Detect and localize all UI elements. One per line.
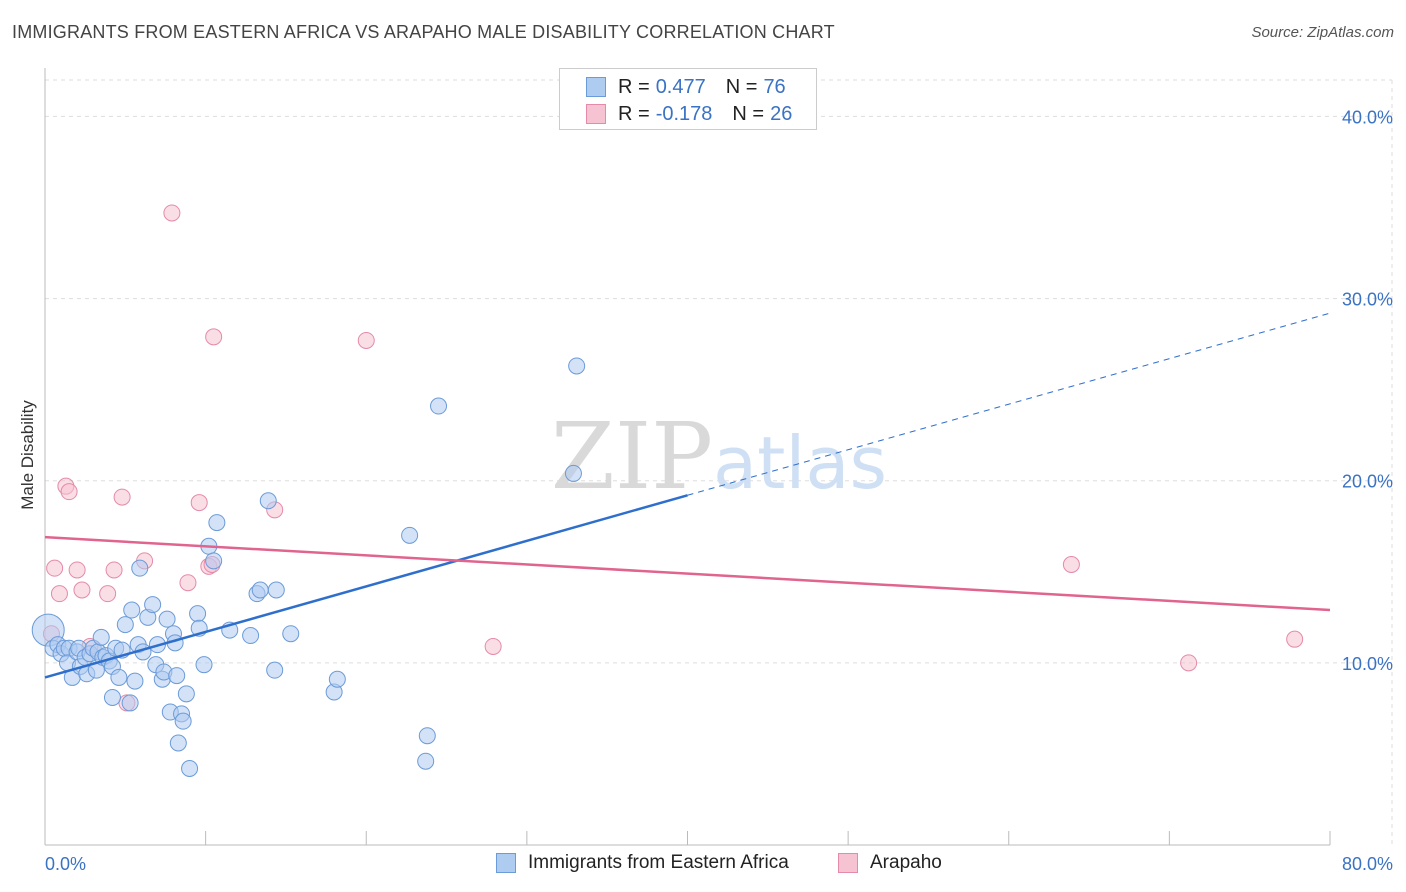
data-point-eastern-africa — [205, 552, 223, 570]
y-tick-label: 20.0% — [1342, 472, 1393, 492]
data-point-eastern-africa — [282, 625, 300, 643]
data-point-arapaho — [99, 585, 117, 603]
tick-labels: 10.0% 20.0% 30.0% 40.0% 0.0% 80.0% — [45, 107, 1393, 874]
y-tick-label: 10.0% — [1342, 654, 1393, 674]
legend-n-label: N = — [725, 75, 758, 98]
data-point-eastern-africa — [92, 628, 110, 646]
data-point-eastern-africa — [208, 514, 226, 532]
data-point-eastern-africa — [123, 601, 141, 619]
data-point-eastern-africa — [267, 581, 285, 599]
axes — [44, 68, 1331, 846]
data-point-eastern-africa — [564, 464, 582, 482]
legend-swatch-blue — [496, 853, 516, 873]
data-point-eastern-africa — [430, 397, 448, 415]
watermark-zip: ZIP — [551, 403, 713, 510]
x-tick-label-min: 0.0% — [45, 854, 86, 874]
legend-r-value: -0.178 — [655, 102, 713, 125]
data-point-eastern-africa — [131, 559, 149, 577]
data-point-eastern-africa — [242, 627, 260, 645]
legend-r-label: R = — [618, 75, 650, 98]
legend-item-arapaho[interactable]: Arapaho — [838, 852, 942, 874]
correlation-legend: R = 0.477 N = 76 R = -0.178 N = 26 — [559, 68, 817, 130]
data-point-arapaho — [484, 637, 502, 655]
chart-title: IMMIGRANTS FROM EASTERN AFRICA VS ARAPAH… — [12, 22, 835, 42]
legend-swatch-pink — [586, 104, 606, 124]
data-point-eastern-africa — [401, 526, 419, 544]
legend-item-eastern-africa[interactable]: Immigrants from Eastern Africa — [496, 852, 789, 874]
series-arapaho-points — [42, 204, 1304, 712]
watermark-atlas: atlas — [713, 421, 887, 505]
data-point-eastern-africa — [174, 712, 192, 730]
data-point-eastern-africa — [168, 667, 186, 685]
data-point-eastern-africa — [116, 616, 134, 634]
data-point-arapaho — [205, 328, 223, 346]
data-point-eastern-africa — [103, 688, 121, 706]
legend-swatch-blue — [586, 77, 606, 97]
data-point-eastern-africa — [328, 670, 346, 688]
legend-r-label: R = — [618, 102, 650, 125]
data-point-arapaho — [190, 494, 208, 512]
legend-row-eastern-africa: R = 0.477 N = 76 — [586, 75, 786, 99]
data-point-eastern-africa — [126, 672, 144, 690]
data-point-arapaho — [1180, 654, 1198, 672]
data-point-arapaho — [46, 559, 64, 577]
data-point-arapaho — [113, 488, 131, 506]
data-point-eastern-africa — [110, 668, 128, 686]
data-point-arapaho — [1062, 556, 1080, 573]
legend-r-value: 0.477 — [655, 75, 706, 98]
legend-n-value: 26 — [770, 102, 793, 125]
trend-lines — [44, 312, 1331, 679]
data-point-eastern-africa — [418, 727, 436, 745]
series-eastern-africa-points — [31, 357, 586, 777]
data-point-arapaho — [68, 561, 86, 579]
trend-line-eastern-africa — [44, 494, 688, 679]
data-point-eastern-africa — [158, 610, 176, 628]
data-point-arapaho — [60, 483, 78, 501]
data-point-eastern-africa — [121, 694, 139, 712]
source-label: Source: ZipAtlas.com — [1251, 24, 1394, 41]
data-point-arapaho — [163, 204, 181, 222]
data-point-eastern-africa — [195, 656, 213, 674]
data-point-eastern-africa — [259, 492, 277, 510]
data-point-eastern-africa — [251, 581, 269, 599]
data-point-eastern-africa — [266, 661, 284, 679]
data-point-arapaho — [105, 561, 123, 579]
trend-line-eastern-africa-extension — [687, 312, 1331, 496]
legend-n-value: 76 — [763, 75, 786, 98]
data-point-arapaho — [50, 585, 68, 603]
legend-label-eastern-africa: Immigrants from Eastern Africa — [528, 852, 789, 873]
y-tick-label: 40.0% — [1342, 107, 1393, 127]
data-point-eastern-africa — [144, 596, 162, 614]
data-point-arapaho — [1286, 630, 1304, 648]
data-point-eastern-africa — [189, 605, 207, 623]
legend-n-label: N = — [732, 102, 765, 125]
trend-line-arapaho — [44, 535, 1331, 612]
y-tick-label: 30.0% — [1342, 290, 1393, 310]
legend-row-arapaho: R = -0.178 N = 26 — [586, 102, 792, 126]
data-point-eastern-africa — [177, 685, 195, 703]
data-point-eastern-africa — [181, 760, 199, 777]
x-tick-label-max: 80.0% — [1342, 854, 1393, 874]
watermark: ZIP atlas — [551, 403, 887, 510]
series-legend: Immigrants from Eastern Africa Arapaho — [0, 852, 1406, 876]
data-point-arapaho — [357, 331, 375, 349]
legend-label-arapaho: Arapaho — [870, 852, 942, 873]
data-point-eastern-africa — [169, 734, 187, 752]
data-point-arapaho — [179, 574, 197, 592]
data-point-eastern-africa — [417, 752, 435, 770]
data-point-eastern-africa — [568, 357, 586, 375]
legend-swatch-pink — [838, 853, 858, 873]
data-point-arapaho — [73, 581, 91, 599]
